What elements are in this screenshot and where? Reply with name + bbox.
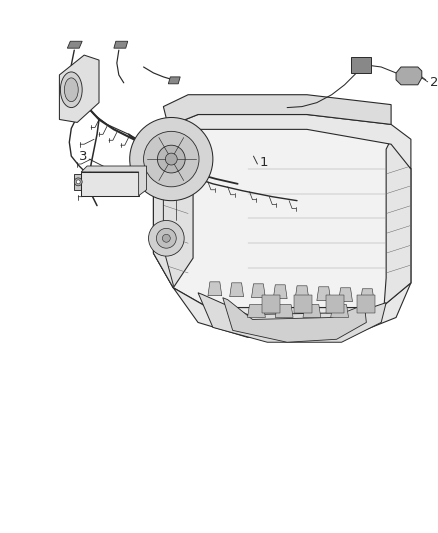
Polygon shape (275, 305, 293, 318)
Polygon shape (81, 166, 147, 196)
Polygon shape (153, 126, 193, 288)
Polygon shape (173, 283, 411, 337)
Polygon shape (262, 295, 280, 312)
Polygon shape (60, 55, 99, 123)
Text: 1: 1 (259, 156, 268, 168)
Circle shape (162, 235, 170, 242)
Text: 3: 3 (79, 150, 88, 163)
Polygon shape (198, 293, 386, 342)
Polygon shape (357, 295, 375, 312)
Polygon shape (331, 305, 349, 318)
Polygon shape (247, 305, 265, 318)
Polygon shape (326, 295, 343, 312)
Circle shape (157, 145, 185, 173)
Polygon shape (360, 289, 374, 303)
Circle shape (144, 131, 199, 187)
Circle shape (156, 228, 176, 248)
Polygon shape (81, 172, 138, 196)
Polygon shape (317, 287, 331, 301)
Polygon shape (67, 41, 82, 48)
Polygon shape (339, 288, 353, 302)
Circle shape (74, 178, 82, 186)
Polygon shape (223, 298, 366, 342)
Ellipse shape (60, 72, 82, 108)
Polygon shape (294, 295, 312, 312)
Polygon shape (381, 139, 411, 308)
Polygon shape (251, 284, 265, 298)
Circle shape (76, 180, 80, 184)
Polygon shape (273, 285, 287, 298)
Polygon shape (163, 95, 391, 126)
Polygon shape (153, 139, 173, 288)
Polygon shape (74, 174, 87, 190)
Circle shape (148, 221, 184, 256)
Polygon shape (114, 41, 128, 48)
Circle shape (166, 153, 177, 165)
Polygon shape (153, 115, 411, 169)
Text: 2: 2 (430, 76, 438, 90)
Ellipse shape (64, 78, 78, 102)
Polygon shape (295, 286, 309, 300)
Polygon shape (153, 119, 411, 308)
Polygon shape (208, 282, 222, 296)
Polygon shape (168, 77, 180, 84)
Polygon shape (303, 305, 321, 318)
Polygon shape (230, 283, 244, 297)
Circle shape (130, 117, 213, 200)
Polygon shape (351, 57, 371, 73)
Polygon shape (396, 67, 422, 85)
